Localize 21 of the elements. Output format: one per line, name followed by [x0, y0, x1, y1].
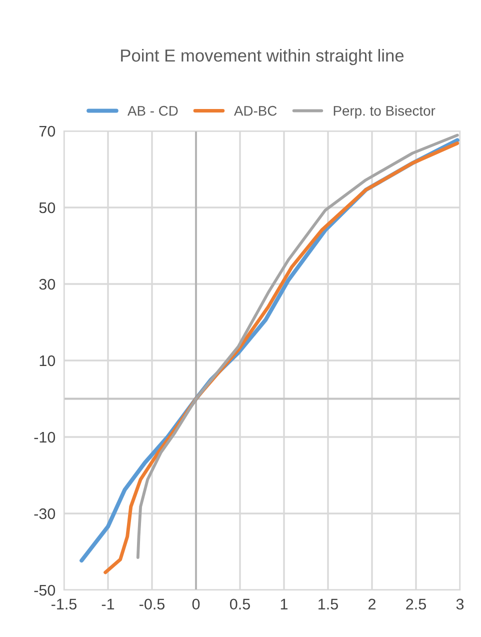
y-tick-label: 70: [39, 126, 56, 137]
x-tick-label: 3: [456, 598, 464, 610]
x-tick-label: -1.5: [52, 598, 77, 610]
x-tick-label: 2.5: [406, 598, 426, 610]
chart-title: Point E movement within straight line: [121, 48, 404, 66]
y-tick-label: -10: [34, 432, 56, 443]
y-tick-label: 30: [39, 278, 56, 290]
y-tick-label: 50: [39, 202, 56, 214]
x-tick-label: 1.5: [318, 598, 338, 610]
legend-label: AD-BC: [234, 106, 277, 116]
y-tick-label: -30: [34, 508, 56, 520]
y-tick-label: 10: [40, 355, 56, 366]
y-tick-label: -50: [34, 584, 56, 596]
x-tick-label: -1: [102, 598, 114, 610]
x-tick-label: 0.5: [230, 598, 250, 610]
legend-label: Perp. to Bisector: [334, 106, 436, 118]
x-tick-label: 0: [192, 598, 200, 610]
x-tick-label: 2: [368, 598, 376, 610]
x-tick-label: 1: [280, 598, 288, 610]
x-tick-label: -0.5: [140, 598, 165, 610]
legend-label: AB - CD: [128, 106, 178, 116]
